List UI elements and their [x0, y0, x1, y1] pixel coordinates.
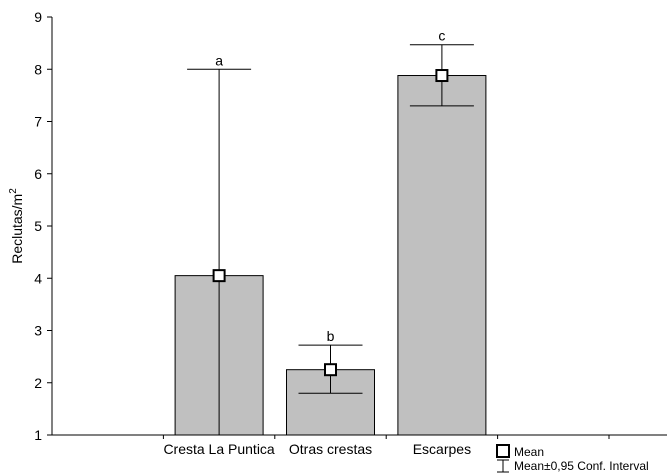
y-axis-title: Reclutas/m2 [8, 188, 25, 264]
y-tick-label-1: 1 [34, 427, 42, 443]
annotation-2: c [438, 28, 445, 44]
bar-2 [397, 75, 487, 436]
y-axis-title-sup: 2 [8, 188, 19, 194]
y-tick-label-6: 6 [34, 166, 42, 182]
y-tick-label-9: 9 [34, 9, 42, 25]
annotations-layer: a b c [215, 28, 445, 344]
x-ticks: Cresta La Puntica Otras crestas Escarpes [162, 435, 610, 457]
x-tick-label-1: Otras crestas [289, 441, 372, 457]
mean-marker-0 [212, 269, 226, 283]
x-tick-label-2: Escarpes [413, 441, 471, 457]
annotation-1: b [327, 328, 335, 344]
markers-layer [212, 69, 449, 377]
mean-marker-2 [435, 69, 449, 83]
legend-mean-marker [496, 444, 510, 458]
legend: Mean Mean±0,95 Conf. Interval [496, 444, 649, 473]
y-axis-title-main: Reclutas/m [9, 194, 25, 264]
y-tick-label-7: 7 [34, 114, 42, 130]
y-tick-label-8: 8 [34, 61, 42, 77]
legend-mean-label: Mean [514, 445, 544, 459]
mean-marker-1 [324, 363, 337, 377]
legend-ci-label: Mean±0,95 Conf. Interval [514, 459, 649, 473]
y-tick-label-5: 5 [34, 218, 42, 234]
x-tick-label-0: Cresta La Puntica [163, 441, 274, 457]
y-tick-label-4: 4 [34, 270, 42, 286]
y-tick-label-3: 3 [34, 323, 42, 339]
y-ticks: 1 2 3 4 5 6 7 8 9 [34, 9, 52, 443]
annotation-0: a [215, 52, 223, 68]
y-tick-label-2: 2 [34, 375, 42, 391]
